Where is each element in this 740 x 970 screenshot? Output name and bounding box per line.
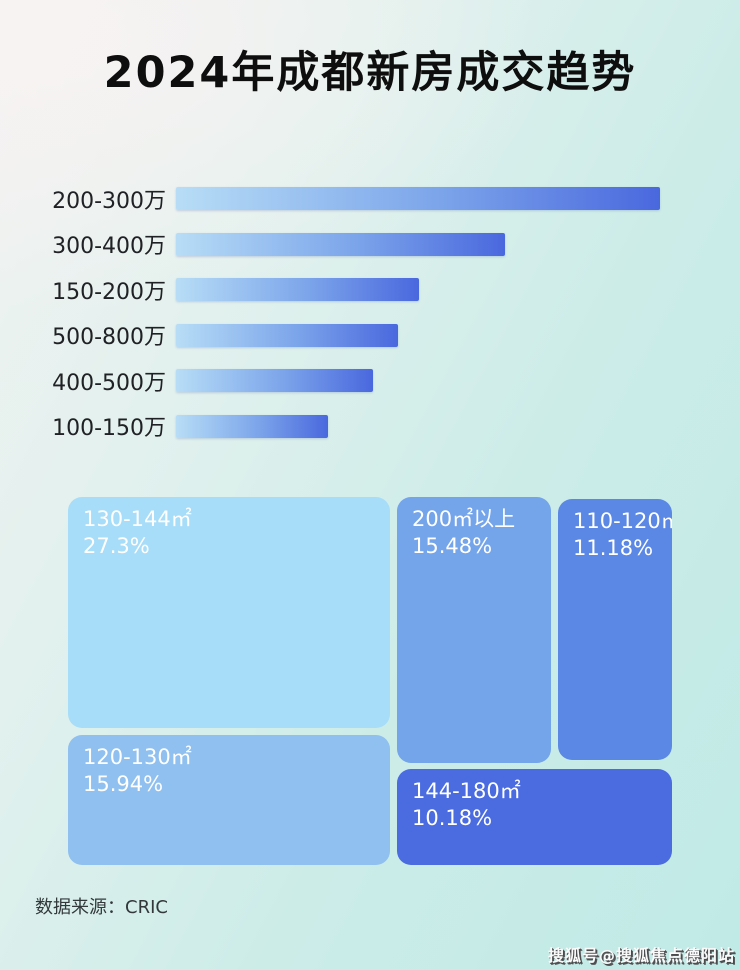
treemap-tile-percent: 15.48% — [412, 534, 493, 559]
bar-track — [176, 323, 660, 347]
bar-track — [176, 232, 660, 256]
bar-fill — [176, 414, 329, 438]
bar-fill — [176, 187, 660, 210]
treemap-tile-label: 144-180㎡ — [412, 779, 521, 803]
treemap-tile-label: 110-120㎡ — [573, 509, 672, 533]
bar-fill — [176, 278, 420, 301]
treemap-tile-percent: 15.94% — [83, 772, 164, 797]
bar-fill — [176, 232, 506, 256]
unit-size-treemap: 130-144㎡ 27.3% 120-130㎡ 15.94% 200㎡以上 15… — [68, 497, 672, 865]
bar-row: 150-200万 — [30, 278, 710, 305]
bar-fill — [176, 323, 398, 347]
bar-track — [176, 369, 660, 392]
bar-row: 300-400万 — [30, 232, 710, 259]
bar-track — [176, 278, 660, 301]
treemap-tile-120-130: 120-130㎡ 15.94% — [68, 735, 390, 865]
treemap-tile-label: 130-144㎡ — [83, 507, 192, 531]
treemap-tile-label: 120-130㎡ — [83, 745, 192, 769]
treemap-tile-144-180: 144-180㎡ 10.18% — [397, 769, 672, 865]
bar-row: 500-800万 — [30, 323, 710, 350]
bar-fill — [176, 369, 374, 392]
bar-category-label: 100-150万 — [52, 416, 166, 441]
bar-row: 400-500万 — [30, 369, 710, 396]
treemap-tile-percent: 11.18% — [573, 536, 654, 561]
treemap-tile-percent: 27.3% — [83, 534, 150, 559]
treemap-tile-200-plus: 200㎡以上 15.48% — [397, 497, 551, 763]
watermark-text: 搜狐号@搜狐焦点德阳站 — [547, 946, 735, 965]
bar-track — [176, 187, 660, 210]
bar-track — [176, 414, 660, 438]
bar-category-label: 400-500万 — [52, 370, 166, 396]
page-title: 2024年成都新房成交趋势 — [103, 48, 637, 98]
treemap-tile-label: 200㎡以上 — [412, 507, 516, 531]
treemap-tile-110-120: 110-120㎡ 11.18% — [558, 499, 672, 760]
bar-category-label: 300-400万 — [52, 234, 166, 259]
treemap-tile-130-144: 130-144㎡ 27.3% — [68, 497, 390, 728]
bar-category-label: 150-200万 — [52, 279, 166, 305]
data-source-label: 数据来源：CRIC — [35, 897, 168, 918]
bar-row: 200-300万 — [30, 187, 710, 214]
bar-category-label: 200-300万 — [52, 188, 166, 214]
bar-row: 100-150万 — [30, 414, 710, 441]
price-range-bar-chart: 200-300万 300-400万 150-200万 500-800万 400-… — [30, 187, 710, 460]
treemap-tile-percent: 10.18% — [412, 806, 493, 831]
bar-category-label: 500-800万 — [52, 325, 166, 350]
